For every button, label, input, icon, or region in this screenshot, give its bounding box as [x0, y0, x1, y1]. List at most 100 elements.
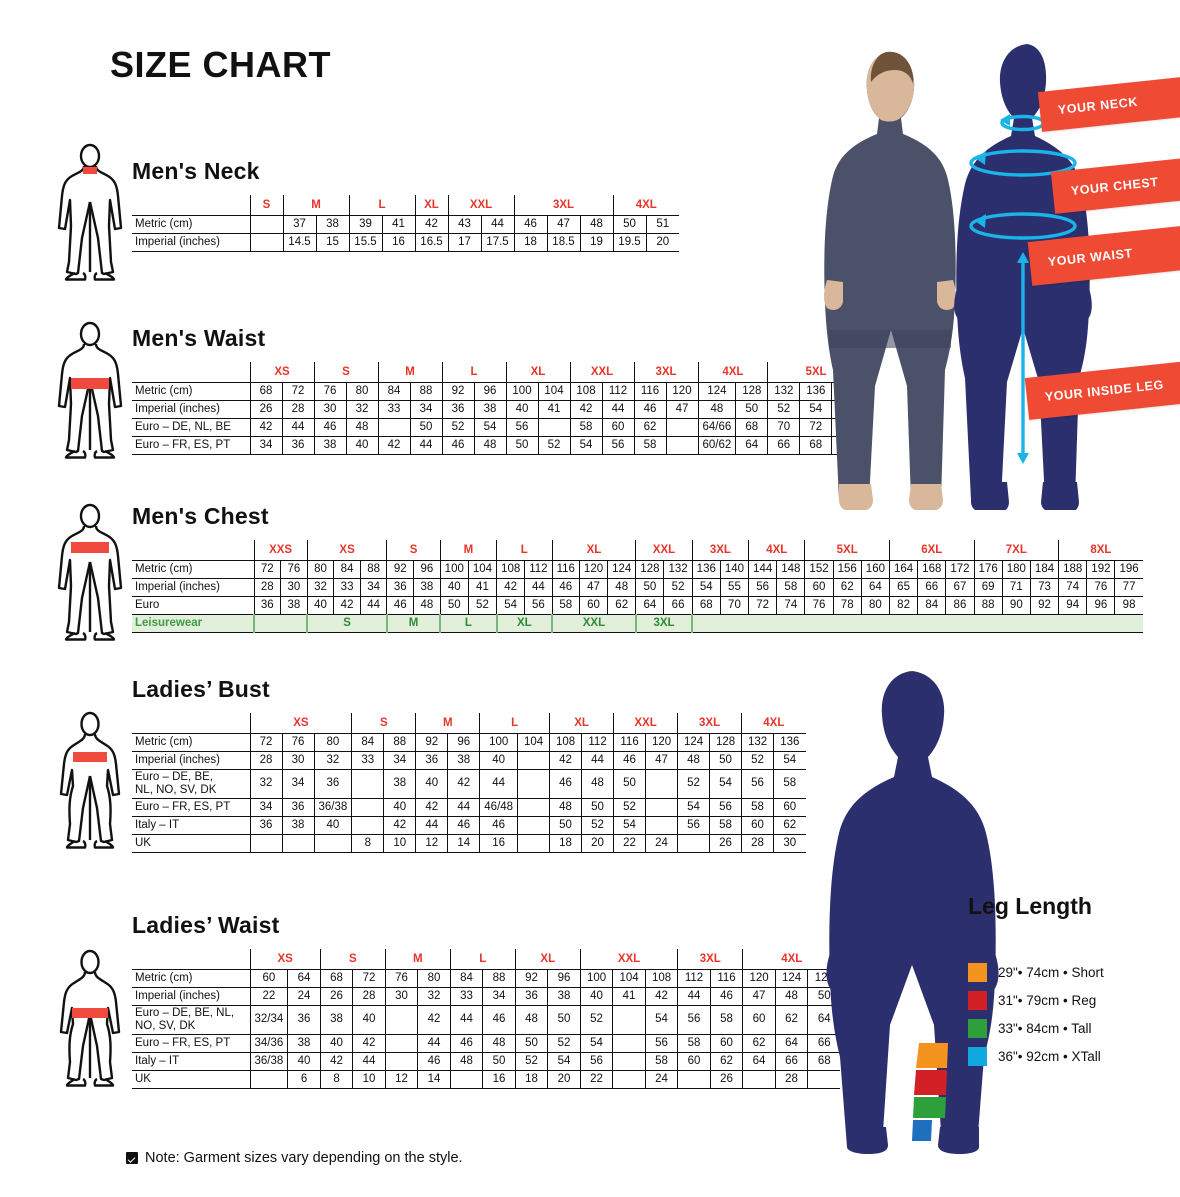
cell: 66	[807, 1034, 841, 1052]
cell: 80	[313, 733, 352, 751]
callout-label: YOUR WAIST	[1047, 246, 1134, 270]
row-label: Imperial (inches)	[132, 233, 251, 251]
cell: 46	[633, 400, 666, 418]
cell: 54	[613, 816, 646, 834]
cell: 28	[249, 751, 282, 769]
cell	[377, 418, 410, 436]
cell: 48	[482, 1034, 516, 1052]
size-header-xs: XS	[249, 949, 321, 970]
cell: 33	[377, 400, 410, 418]
cell: 46	[513, 215, 547, 233]
cell: 108	[569, 382, 602, 400]
cell: 40	[287, 1052, 321, 1070]
size-header-3xl: 3XL	[513, 195, 613, 216]
cell: 140	[719, 560, 749, 578]
cell: 52	[663, 578, 693, 596]
cell	[384, 1052, 418, 1070]
cell: 56	[741, 769, 774, 798]
cell: 68	[691, 596, 721, 614]
cell: 36	[281, 798, 314, 816]
cell: 48	[413, 596, 441, 614]
female-waist-figure	[55, 948, 125, 1088]
cell: 72	[249, 733, 282, 751]
cell: 44	[524, 578, 553, 596]
cell: 42	[496, 578, 525, 596]
cell: 52	[547, 1034, 581, 1052]
row-label: Imperial (inches)	[132, 751, 251, 769]
cell: 42	[569, 400, 602, 418]
cell: 112	[524, 560, 553, 578]
cell: 104	[467, 560, 497, 578]
cell: 34	[249, 436, 282, 454]
cell: 180	[1001, 560, 1031, 578]
table-row: Imperial (inches) 22 24 26 28 30 32 33 34 36 38 40 4…	[132, 987, 841, 1005]
row-label: Euro – FR, ES, PT	[132, 1034, 251, 1052]
row-label: UK	[132, 1070, 251, 1088]
cell: 44	[359, 596, 387, 614]
table-row: UK 8 10 12 14 16 18 20 22 24 26 28 30	[132, 834, 806, 852]
cell: 64	[774, 1034, 808, 1052]
size-header-5xl: 5XL	[804, 540, 890, 561]
cell	[384, 1005, 418, 1034]
cell: 36	[249, 816, 282, 834]
cell: 36	[386, 578, 414, 596]
cell: 48	[345, 418, 378, 436]
cell: 14	[417, 1070, 451, 1088]
table-row: Imperial (inches) 26 28 30 32 33 34 36 38 40 41 42 4…	[132, 400, 864, 418]
cell: 20	[645, 233, 679, 251]
cell: 62	[633, 418, 666, 436]
cell: 88	[482, 969, 516, 987]
check-box-icon	[126, 1152, 138, 1164]
size-header-xxl: XXL	[579, 949, 678, 970]
cell: 51	[645, 215, 679, 233]
cell: 8	[351, 834, 384, 852]
cell	[612, 1005, 646, 1034]
cell: 41	[381, 215, 415, 233]
table-row: Euro – DE, BE, NL, NO, SV, DK 32/34 36 38 40 4…	[132, 1005, 841, 1034]
cell	[612, 1070, 646, 1088]
cell: 60	[578, 596, 608, 614]
cell: 36/38	[313, 798, 352, 816]
header-blank	[132, 540, 254, 561]
cell: 16	[479, 834, 518, 852]
cell: 22	[613, 834, 646, 852]
cell: 12	[384, 1070, 418, 1088]
cell: 60	[741, 816, 774, 834]
male-waist-figure	[55, 320, 125, 460]
row-label: Euro – DE, BE, NL, NO, SV, DK	[132, 769, 251, 798]
size-header-4xl: 4XL	[748, 540, 805, 561]
row-label: Metric (cm)	[132, 733, 251, 751]
cell: 62	[773, 816, 806, 834]
cell: 58	[633, 436, 666, 454]
cell: 47	[742, 987, 776, 1005]
cell: 80	[345, 382, 378, 400]
cell: 60	[742, 1005, 776, 1034]
cell: 34	[249, 798, 282, 816]
size-header-xl: XL	[551, 540, 636, 561]
cell: 40	[383, 798, 416, 816]
size-table-mens-neck: S M L XL XXL 3XL 4XL Metric (cm) 37 38 39 41 42 43 44 4…	[132, 195, 679, 252]
cell: 54	[579, 1034, 613, 1052]
cell: 28	[774, 1070, 808, 1088]
cell: 14.5	[282, 233, 316, 251]
cell: 148	[776, 560, 805, 578]
cell: 50	[482, 1052, 516, 1070]
cell: 32	[345, 400, 378, 418]
cell: 48	[607, 578, 636, 596]
table-row: Imperial (inches) 14.5 15 15.5 16 16.5 17 17.5 1…	[132, 233, 679, 251]
cell: 28	[281, 400, 314, 418]
cell: 41	[612, 987, 646, 1005]
cell: 128	[735, 382, 768, 400]
male-neck-figure	[55, 142, 125, 282]
size-header-m: M	[377, 362, 442, 383]
cell: 38	[280, 596, 308, 614]
cell	[313, 834, 352, 852]
cell: 36/38	[249, 1052, 288, 1070]
cell: 46	[386, 596, 414, 614]
cell: 34	[409, 400, 442, 418]
cell: 39	[348, 215, 382, 233]
cell: 128	[635, 560, 664, 578]
cell: 68	[799, 436, 832, 454]
cell: 17	[447, 233, 481, 251]
cell: 72	[281, 382, 314, 400]
